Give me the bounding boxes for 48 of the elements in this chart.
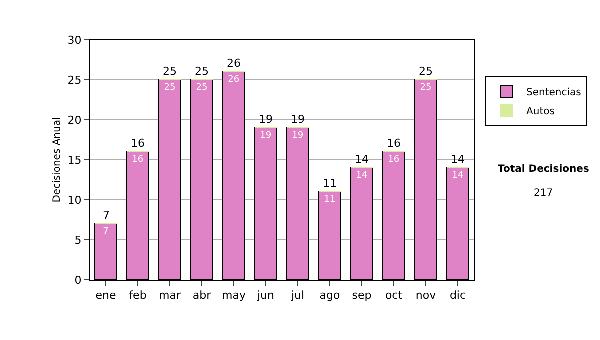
y-axis-title: Decisiones Anual	[52, 117, 63, 203]
data-label: 19	[260, 131, 272, 141]
data-label: 16	[388, 155, 400, 165]
data-label: 14	[452, 171, 464, 181]
y-tick-label: 15	[68, 154, 82, 167]
y-tick-label: 10	[68, 194, 82, 207]
x-tick-label: mar	[159, 289, 182, 302]
x-tick-label: abr	[192, 289, 212, 302]
x-tick-label: sep	[352, 289, 372, 302]
data-label: 11	[324, 195, 336, 205]
legend-label: Sentencias	[526, 87, 582, 98]
data-label: 14	[356, 171, 368, 181]
text: Total Decisiones	[498, 164, 590, 175]
data-label: 25	[196, 83, 208, 93]
total-label: 25	[195, 65, 209, 78]
y-tick-label: 30	[68, 34, 82, 47]
y-tick-label: 20	[68, 114, 82, 127]
total-label: 11	[323, 177, 337, 190]
total-label: 19	[259, 113, 273, 126]
x-tick-label: ene	[96, 289, 116, 302]
legend-label: Autos	[526, 106, 555, 118]
total-label: 14	[451, 153, 465, 166]
total-label: 19	[291, 113, 305, 126]
x-tick-label: jun	[256, 289, 275, 302]
y-tick-label: 0	[74, 274, 82, 287]
x-tick-label: dic	[450, 289, 466, 302]
x-tick-label: jul	[290, 289, 305, 302]
total-label: 25	[419, 65, 433, 78]
total-label: 7	[103, 209, 110, 222]
data-label: 26	[228, 75, 240, 85]
data-label: 19	[292, 131, 304, 141]
data-label: 7	[103, 227, 109, 237]
x-tick-label: oct	[385, 289, 404, 302]
total-label: 25	[163, 65, 177, 78]
data-label: 16	[132, 155, 144, 165]
x-tick-label: ago	[320, 289, 340, 302]
y-tick-label: 25	[68, 74, 82, 87]
data-label: 25	[164, 83, 176, 93]
text: 217	[534, 188, 554, 199]
x-tick-label: feb	[129, 289, 147, 302]
x-tick-label: may	[222, 289, 246, 302]
total-label: 16	[387, 137, 401, 150]
total-label: 16	[131, 137, 145, 150]
total-label: 26	[227, 57, 241, 70]
total-label: 14	[355, 153, 369, 166]
y-tick-label: 5	[74, 234, 82, 247]
data-label: 25	[420, 83, 432, 93]
x-tick-label: nov	[416, 289, 437, 302]
